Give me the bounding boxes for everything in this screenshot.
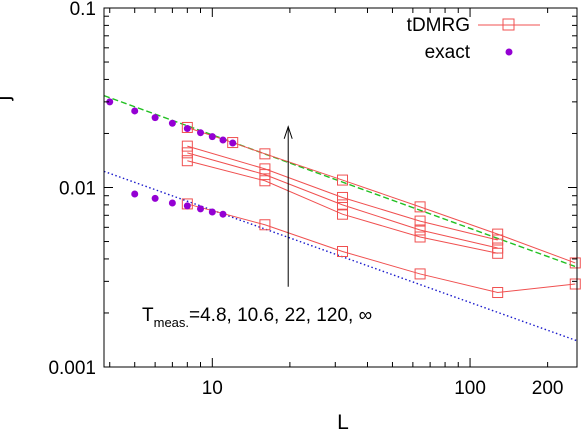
y-tick-label: 0.01 — [59, 179, 96, 200]
series-7-point — [131, 190, 139, 198]
series-7-point — [151, 194, 159, 202]
series-2-point — [337, 208, 349, 220]
series-1-point — [492, 287, 504, 299]
series-5-point — [492, 228, 504, 240]
series-4-point — [414, 215, 426, 227]
series-3-point — [492, 242, 504, 254]
series-1-point — [337, 246, 349, 258]
series-6-point — [208, 133, 216, 141]
series-7-point — [208, 208, 216, 216]
series-5-point — [337, 174, 349, 186]
series-3 — [181, 147, 504, 254]
series-7-point — [183, 202, 191, 210]
legend-label-exact: exact — [425, 42, 471, 63]
legend-label-tdmrg: tDMRG — [407, 15, 470, 36]
y-tick-label: 0.001 — [48, 358, 96, 379]
legend-marker-tdmrg — [502, 18, 515, 31]
series-layer — [106, 98, 581, 299]
series-5-point — [227, 137, 239, 149]
series-6-point — [168, 119, 176, 127]
series-4-point — [259, 163, 271, 175]
series-4-point — [337, 191, 349, 203]
series-6 — [106, 98, 237, 147]
series-4-point — [492, 234, 504, 246]
series-3-point — [337, 199, 349, 211]
series-6-point — [219, 136, 227, 144]
series-6-point — [106, 98, 114, 106]
x-axis-label: L — [337, 411, 349, 434]
y-axis-label: j — [0, 96, 14, 102]
annotation-text-main: T — [142, 305, 154, 326]
series-7-point — [219, 210, 227, 218]
series-6-point — [131, 107, 139, 115]
series-6-point — [183, 125, 191, 133]
series-4-point — [181, 140, 193, 152]
series-5-point — [414, 201, 426, 213]
fit-line-1 — [103, 94, 578, 268]
legend: tDMRG exact — [407, 15, 540, 63]
series-2-point — [259, 175, 271, 187]
annotation-text-sub: meas. — [154, 315, 189, 330]
series-6-point — [151, 114, 159, 122]
series-5-point — [569, 257, 581, 269]
series-4-line — [187, 145, 498, 241]
series-1-point — [569, 278, 581, 290]
series-4 — [181, 140, 504, 246]
series-1-point — [414, 268, 426, 280]
annotation-text-rest: =4.8, 10.6, 22, 120, ∞ — [189, 305, 372, 326]
x-tick-label: 10 — [202, 378, 223, 399]
series-6-point — [197, 129, 205, 137]
y-tick-label: 0.1 — [70, 0, 96, 20]
series-7 — [131, 190, 227, 218]
series-7-point — [168, 199, 176, 207]
series-3-line — [187, 152, 498, 249]
legend-marker-exact — [505, 48, 513, 56]
series-3-point — [181, 147, 193, 159]
annotation-text: Tmeas.=4.8, 10.6, 22, 120, ∞ — [142, 305, 372, 330]
series-3-point — [259, 169, 271, 181]
fit-lines — [103, 94, 578, 342]
x-tick-label: 200 — [532, 378, 564, 399]
x-tick-label: 100 — [454, 378, 486, 399]
series-1 — [181, 198, 581, 299]
annotation: Tmeas.=4.8, 10.6, 22, 120, ∞ — [142, 125, 372, 330]
series-2-point — [414, 231, 426, 243]
series-2-point — [181, 155, 193, 167]
series-2-line — [187, 160, 498, 254]
annotation-arrowhead — [283, 125, 293, 139]
series-3-point — [414, 224, 426, 236]
series-1-point — [259, 219, 271, 231]
series-1-line — [187, 203, 576, 294]
series-2 — [181, 155, 504, 259]
ticks: 0.001 0.01 0.1 10 100 200 — [48, 0, 577, 399]
series-7-point — [197, 205, 205, 213]
series-5-line — [187, 126, 576, 264]
series-6-point — [229, 139, 237, 147]
series-5-point — [259, 148, 271, 160]
series-5-point — [181, 121, 193, 133]
